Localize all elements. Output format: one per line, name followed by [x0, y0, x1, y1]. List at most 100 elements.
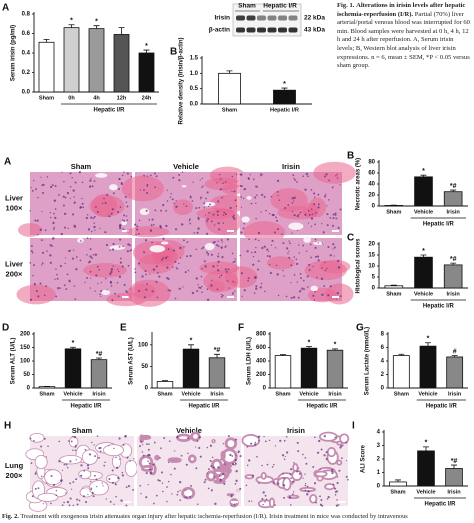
nucleus	[248, 459, 251, 462]
y-tick-label: 0.0	[190, 102, 199, 108]
nucleus	[239, 487, 242, 490]
group-label: Hepatic I/R	[306, 404, 338, 410]
nucleus	[345, 441, 348, 444]
panel-letter: H	[4, 421, 11, 432]
nucleus	[321, 293, 324, 296]
nucleus	[102, 485, 104, 487]
nucleus	[69, 482, 72, 485]
significance: *	[95, 19, 98, 26]
nucleus	[106, 193, 109, 196]
nucleus	[184, 496, 186, 498]
nucleus	[342, 444, 344, 447]
nucleus	[138, 233, 140, 235]
bar	[389, 481, 407, 487]
nucleus	[69, 497, 72, 500]
nucleus	[290, 281, 292, 284]
nucleus	[118, 178, 121, 181]
nucleus	[65, 288, 68, 290]
lesion	[209, 194, 249, 213]
nucleus	[310, 256, 312, 259]
nucleus	[72, 213, 75, 216]
nucleus	[298, 290, 302, 293]
nucleus	[328, 179, 331, 182]
nucleus	[265, 498, 268, 501]
nucleus	[313, 299, 316, 301]
nucleus	[234, 258, 236, 260]
nucleus	[227, 268, 230, 271]
nucleus	[291, 197, 294, 200]
nucleus	[234, 290, 236, 292]
nucleus	[171, 198, 174, 201]
nucleus	[52, 221, 55, 225]
nucleus	[140, 440, 142, 443]
bar	[64, 348, 82, 389]
nucleus	[90, 177, 92, 179]
lesion	[221, 184, 244, 195]
alveolus	[167, 457, 182, 463]
nucleus	[41, 264, 43, 266]
nucleus	[61, 469, 64, 472]
nucleus	[88, 262, 90, 264]
scale-bar	[124, 501, 131, 503]
column-label: Vehicle	[176, 426, 202, 435]
nucleus	[147, 483, 149, 486]
nucleus	[203, 202, 206, 205]
nucleus	[182, 239, 185, 242]
significance: *#	[450, 256, 457, 263]
nucleus	[118, 437, 121, 440]
nucleus	[217, 269, 220, 272]
nucleus	[93, 222, 95, 224]
nucleus	[293, 177, 295, 179]
nucleus	[234, 199, 237, 202]
nucleus	[319, 503, 323, 506]
nucleus	[97, 283, 99, 285]
nucleus	[230, 495, 233, 498]
nucleus	[322, 231, 325, 234]
nucleus	[275, 216, 277, 219]
nucleus	[274, 247, 277, 249]
nucleus	[37, 234, 39, 236]
nucleus	[136, 228, 139, 231]
nucleus	[148, 462, 151, 465]
nucleus	[120, 182, 123, 184]
nucleus	[321, 267, 323, 269]
nucleus	[81, 202, 84, 205]
nucleus	[89, 248, 92, 251]
nucleus	[63, 463, 66, 466]
bar	[88, 28, 105, 93]
row-label: Liver	[5, 193, 23, 202]
nucleus	[84, 281, 86, 284]
nucleus	[289, 242, 292, 245]
nucleus	[37, 196, 39, 199]
nucleus	[137, 262, 140, 265]
nucleus	[213, 240, 216, 243]
row-label: 100×	[6, 203, 24, 212]
bar	[300, 347, 318, 389]
nucleus	[255, 285, 258, 288]
blot-band	[257, 27, 266, 33]
nucleus	[207, 218, 210, 221]
nucleus	[347, 478, 349, 481]
lesion	[126, 226, 170, 238]
nucleus	[339, 184, 341, 186]
nucleus	[257, 268, 260, 271]
nucleus	[151, 469, 153, 471]
nucleus	[50, 474, 53, 477]
nucleus	[39, 228, 42, 231]
nucleus	[214, 502, 217, 506]
nucleus	[306, 485, 309, 488]
nucleus	[139, 189, 141, 191]
alveolus	[34, 454, 48, 470]
nucleus	[133, 458, 135, 460]
nucleus	[220, 239, 223, 241]
nucleus	[123, 219, 126, 223]
nucleus	[66, 192, 70, 195]
nucleus	[305, 462, 308, 465]
nucleus	[72, 189, 75, 192]
micrograph	[137, 431, 242, 508]
nucleus	[115, 456, 117, 459]
nucleus	[148, 219, 151, 221]
row-label: 200×	[6, 471, 24, 480]
nucleus	[216, 182, 218, 184]
nucleus	[273, 463, 275, 466]
